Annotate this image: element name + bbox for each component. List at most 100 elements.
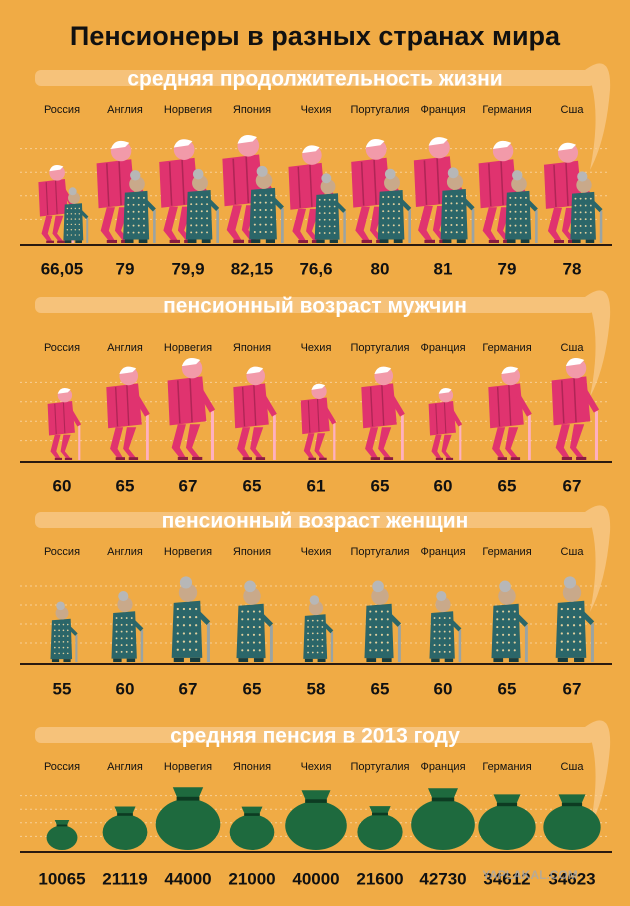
arm [388, 395, 405, 417]
dot [445, 209, 447, 212]
head [243, 587, 261, 605]
woman-figure [185, 168, 220, 243]
dot [270, 208, 273, 211]
bun [256, 165, 268, 177]
shoe [393, 239, 403, 243]
dot [264, 208, 267, 211]
dot [443, 623, 446, 626]
dot [54, 623, 56, 626]
dot [182, 615, 186, 619]
leg [100, 207, 115, 241]
dot [375, 610, 378, 613]
figure [411, 788, 475, 850]
bag-figure [229, 806, 275, 850]
dot [142, 196, 145, 199]
country-label: Япония [233, 342, 271, 354]
dot [321, 632, 324, 635]
dot [387, 217, 390, 220]
shoe [46, 240, 54, 243]
shoe [113, 658, 122, 662]
dot [176, 624, 179, 627]
woman-figure [377, 168, 412, 243]
dot [130, 617, 133, 619]
country-label: Сша [561, 342, 585, 354]
dot [62, 623, 65, 626]
dot [443, 650, 446, 653]
dot [253, 208, 256, 211]
value-label: 79 [498, 259, 517, 278]
dot [252, 626, 256, 629]
dot [195, 640, 198, 643]
figure [155, 787, 221, 850]
dot [182, 632, 186, 635]
stripe [54, 180, 58, 215]
bag-body [357, 814, 403, 850]
dot [574, 197, 577, 200]
dot [270, 216, 273, 219]
shoe [173, 657, 184, 662]
woman-figure [505, 170, 538, 243]
bun [563, 576, 577, 589]
shoe [63, 659, 71, 662]
bag-body [543, 804, 601, 850]
figure [478, 794, 536, 850]
dot [438, 637, 441, 640]
body [167, 376, 207, 426]
hair [119, 366, 137, 375]
leg [163, 206, 178, 241]
figure [429, 591, 462, 662]
dot [496, 633, 499, 636]
stripe [307, 400, 311, 433]
dot [566, 624, 570, 627]
dress [50, 618, 73, 660]
dot [188, 640, 192, 643]
dot [443, 637, 446, 640]
dot [560, 648, 563, 651]
country-label: Чехия [301, 342, 332, 354]
dot [206, 196, 209, 199]
dot [448, 644, 451, 647]
dress [440, 189, 468, 240]
dot [316, 638, 319, 641]
dot [182, 648, 186, 651]
hair [181, 358, 201, 367]
hair [173, 139, 193, 148]
dot [206, 231, 209, 234]
dot [382, 196, 385, 199]
dot [524, 210, 527, 213]
dot [78, 213, 81, 215]
dot [433, 644, 436, 647]
canes [35, 63, 611, 827]
shoe [456, 239, 466, 243]
dot [438, 644, 441, 647]
arm [449, 409, 463, 427]
dot [62, 635, 65, 637]
dot [195, 607, 198, 611]
dot [247, 649, 250, 652]
dot [574, 218, 577, 221]
dot [443, 617, 446, 619]
hair [501, 366, 519, 375]
value-label: 65 [371, 679, 390, 698]
stripe [496, 387, 501, 427]
stripe [369, 387, 374, 427]
value-label: 76,6 [299, 259, 332, 278]
dot [333, 225, 336, 228]
woman-figure [364, 580, 402, 662]
country-label: Россия [44, 104, 80, 116]
dot [450, 195, 453, 198]
dot [387, 203, 390, 206]
dot [509, 210, 512, 213]
leg [250, 427, 264, 459]
dot [572, 648, 576, 651]
man-figure [300, 383, 337, 460]
arm [320, 620, 334, 634]
dot [445, 231, 447, 234]
leg [41, 215, 53, 242]
dot [519, 196, 522, 199]
dot [450, 202, 453, 205]
dot [496, 618, 499, 621]
head [255, 172, 273, 189]
figure [551, 358, 600, 460]
shoe [317, 658, 326, 662]
